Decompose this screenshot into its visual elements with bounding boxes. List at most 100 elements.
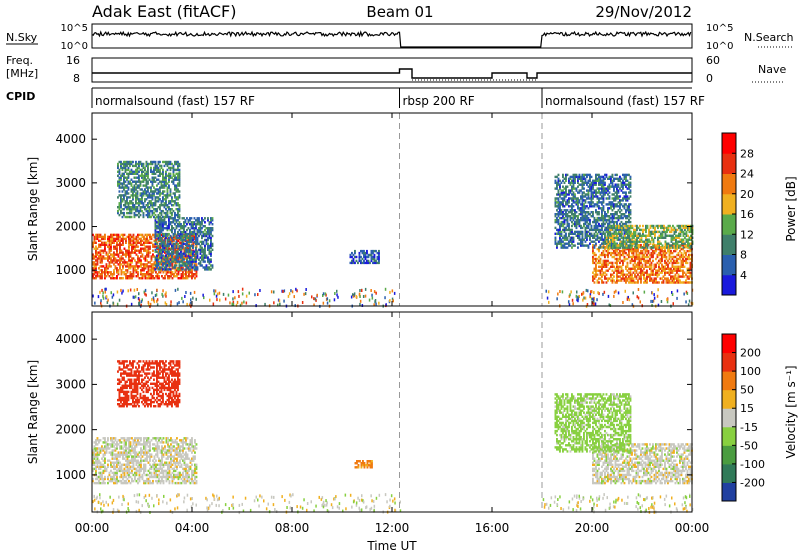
echo-cell [140,263,142,266]
echo-cell [683,271,686,274]
echo-cell [658,246,661,249]
echo-cell [572,213,575,216]
echo-cell [191,275,193,278]
echo-cell [202,234,205,238]
echo-cell [624,236,626,239]
echo-cell [140,237,142,241]
echo-cell [181,258,184,261]
echo-cell [141,267,144,270]
echo-cell [156,266,158,269]
echo-cell [146,255,148,258]
echo-cell [157,262,160,265]
echo-cell [670,255,672,259]
echo-cell [92,245,94,248]
echo-cell [178,170,181,173]
echo-cell [160,219,163,222]
echo-cell [171,196,173,199]
echo-cell [168,247,171,250]
echo-cell [176,275,178,278]
echo-cell [195,263,198,266]
echo-cell [613,279,615,282]
echo-cell [671,269,674,272]
echo-cell [144,208,146,211]
echo-cell [96,275,99,278]
echo-cell [96,233,99,237]
echo-cell [622,269,624,272]
echo-cell [376,255,379,259]
echo-cell [670,281,672,284]
echo-cell [360,259,362,263]
echo-cell [628,191,630,194]
echo-cell [211,228,214,232]
echo-cell [190,236,193,240]
echo-cell [589,197,591,200]
echo-cell [618,246,620,249]
echo-cell [617,189,620,192]
echo-cell [617,177,620,180]
echo-cell [601,215,603,218]
echo-cell [137,265,139,268]
echo-cell [171,256,173,259]
echo-cell [134,259,136,262]
echo-cell [645,236,647,239]
echo-cell [150,188,152,191]
echo-cell [554,213,557,216]
echo-cell [563,209,566,212]
echo-cell [130,194,133,197]
echo-cell [613,215,615,218]
echo-cell [133,184,136,187]
echo-cell [145,204,148,207]
echo-cell [574,201,576,204]
echo-cell [168,252,170,255]
echo-cell [614,253,617,257]
echo-cell [636,236,638,239]
echo-cell [126,178,128,181]
echo-cell [165,250,167,253]
echo-cell [157,188,160,191]
echo-cell [168,223,170,226]
echo-cell [559,234,561,237]
nsky-strip: N.Sky 10^5 10^0 10^5 10^0 N.Search [6,23,794,52]
echo-cell [616,269,618,272]
echo-cell [569,183,572,186]
echo-cell [116,245,118,248]
echo-cell [581,211,584,214]
echo-cell [187,248,190,251]
echo-cell [571,185,573,188]
echo-cell [147,174,149,177]
echo-cell [113,253,115,256]
echo-cell [154,268,157,271]
echo-cell [116,277,118,280]
echo-cell [611,263,614,266]
echo-cell [679,255,681,259]
echo-cell [147,170,149,173]
echo-cell [136,180,139,183]
echo-cell [617,216,620,220]
echo-cell [99,257,102,260]
echo-cell [174,217,176,220]
echo-cell [568,224,570,228]
echo-cell [623,230,626,234]
echo-cell [169,168,172,172]
echo-cell [685,257,687,261]
echo-cell [192,273,195,276]
echo-cell [584,240,587,243]
echo-cell [602,249,605,253]
echo-cell [683,255,686,259]
echo-cell [202,242,205,246]
echo-cell [187,256,190,259]
echo-cell [189,217,191,220]
echo-cell [120,194,122,197]
echo-cell [159,219,161,222]
echo-cell [156,227,158,230]
echo-cell [134,249,136,252]
echo-cell [192,260,194,263]
echo-cell [572,199,575,202]
echo-cell [204,232,206,236]
echo-cell [183,273,186,276]
echo-cell [560,197,563,200]
echo-cell [199,223,202,226]
echo-cell [202,248,205,251]
echo-cell [574,179,576,182]
echo-cell [178,215,181,219]
